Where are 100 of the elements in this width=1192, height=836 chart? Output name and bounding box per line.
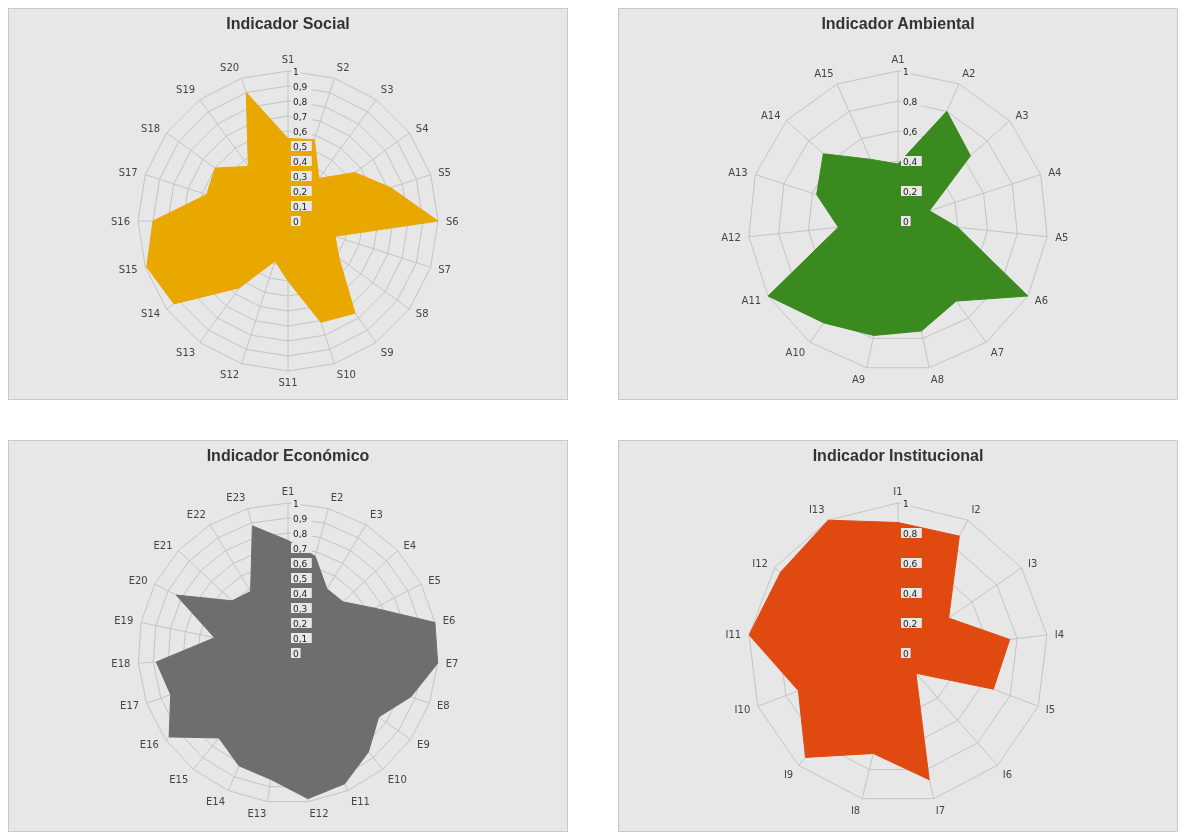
spoke-label: E17 <box>120 700 140 712</box>
chart-title: Indicador Económico <box>205 446 371 466</box>
spoke-label: S8 <box>415 308 429 320</box>
y-tick-label: 0,2 <box>903 186 918 197</box>
spoke-label: E8 <box>436 700 450 712</box>
spoke-label: S4 <box>415 122 429 134</box>
spoke-label: E5 <box>428 574 441 586</box>
spoke-label: E12 <box>309 807 329 819</box>
y-tick-label: 0 <box>293 216 299 227</box>
spoke-label: A12 <box>721 232 741 244</box>
spoke-label: I11 <box>725 628 742 640</box>
spoke-label: I2 <box>971 504 981 516</box>
spoke-label: I13 <box>808 504 825 516</box>
chart-title: Indicador Institucional <box>811 446 985 466</box>
spoke-label: E18 <box>111 658 131 670</box>
spoke-label: S1 <box>281 54 295 65</box>
spoke-label: I1 <box>893 486 903 497</box>
y-tick-label: 1 <box>903 498 909 509</box>
spoke-label: E21 <box>153 539 173 551</box>
spoke-label: E10 <box>387 773 407 785</box>
y-tick-label: 0,6 <box>903 126 918 137</box>
spoke-label: E4 <box>403 539 417 551</box>
spoke-label: S17 <box>118 166 138 178</box>
y-tick-label: 0,8 <box>293 96 308 107</box>
spoke-label: E6 <box>442 615 456 627</box>
spoke-label: A9 <box>851 373 866 385</box>
y-tick-label: 0,2 <box>903 618 918 629</box>
spoke-label: E1 <box>281 486 295 497</box>
y-tick-label: 0,2 <box>293 186 308 197</box>
spoke-label: A14 <box>761 109 781 121</box>
y-tick-label: 0,1 <box>293 633 308 644</box>
spoke-label: S5 <box>438 166 451 178</box>
spoke-label: A10 <box>785 346 806 358</box>
spoke-label: A5 <box>1055 232 1069 244</box>
spoke-label: S18 <box>141 122 161 134</box>
y-tick-label: 0 <box>903 648 909 659</box>
spoke-label: E23 <box>226 491 246 503</box>
spoke-label: A1 <box>891 54 905 65</box>
y-tick-label: 0,8 <box>293 528 308 539</box>
spoke-label: S15 <box>118 264 138 276</box>
spoke-label: I4 <box>1054 628 1065 640</box>
spoke-label: S12 <box>220 369 240 381</box>
spoke-label: A7 <box>990 346 1005 358</box>
spoke-label: E22 <box>186 509 206 520</box>
spoke-label: E2 <box>330 491 344 503</box>
y-tick-label: 0,3 <box>293 603 308 614</box>
spoke-label: A2 <box>962 67 976 79</box>
spoke-label: S9 <box>380 346 394 358</box>
y-tick-label: 0,8 <box>903 528 918 539</box>
y-tick-label: 0,4 <box>293 588 308 599</box>
y-tick-label: 1 <box>293 66 299 77</box>
spoke-label: I6 <box>1002 769 1013 781</box>
spoke-label: S2 <box>336 61 350 73</box>
y-tick-label: 0,5 <box>293 141 308 152</box>
y-tick-label: 0,4 <box>903 156 918 167</box>
spoke-label: S11 <box>278 377 298 389</box>
spoke-label: A15 <box>814 67 834 79</box>
spoke-label: I8 <box>850 804 861 816</box>
spoke-label: S20 <box>220 61 240 73</box>
chart-title: Indicador Social <box>225 14 351 34</box>
spoke-label: S14 <box>141 308 161 320</box>
spoke-label: I12 <box>752 557 768 569</box>
y-tick-label: 1 <box>293 498 299 509</box>
spoke-label: A13 <box>728 166 748 178</box>
y-tick-label: 0,1 <box>293 201 308 212</box>
spoke-label: A8 <box>930 373 945 385</box>
spoke-label: E14 <box>206 796 226 808</box>
spoke-label: A6 <box>1034 294 1049 306</box>
spoke-label: E16 <box>139 738 159 750</box>
spoke-label: E13 <box>247 807 267 819</box>
spoke-label: A3 <box>1015 109 1029 121</box>
spoke-label: I9 <box>783 769 794 781</box>
spoke-label: I3 <box>1028 557 1038 569</box>
y-tick-label: 0,8 <box>903 96 918 107</box>
y-tick-label: 0,3 <box>293 171 308 182</box>
spoke-label: E3 <box>370 509 383 520</box>
spoke-label: A11 <box>741 294 762 306</box>
y-tick-label: 0 <box>903 216 909 227</box>
spoke-label: I7 <box>935 804 946 816</box>
y-tick-label: 0,4 <box>903 588 918 599</box>
y-tick-label: 0,2 <box>293 618 308 629</box>
spoke-label: E7 <box>445 658 459 670</box>
spoke-label: A4 <box>1048 166 1062 178</box>
y-tick-label: 0,7 <box>293 543 308 554</box>
y-tick-label: 0,6 <box>903 558 918 569</box>
spoke-label: E19 <box>114 615 134 627</box>
spoke-label: S7 <box>438 264 451 276</box>
y-tick-label: 0,9 <box>293 513 308 524</box>
y-tick-label: 0,4 <box>293 156 308 167</box>
spoke-label: S6 <box>446 215 459 227</box>
spoke-label: S3 <box>380 84 394 96</box>
spoke-label: E20 <box>128 574 148 586</box>
y-tick-label: 0,7 <box>293 111 308 122</box>
spoke-label: S10 <box>336 369 356 381</box>
y-tick-label: 0,6 <box>293 558 308 569</box>
spoke-label: I10 <box>734 703 751 715</box>
spoke-label: S16 <box>110 215 130 227</box>
y-tick-label: 0,9 <box>293 81 308 92</box>
spoke-label: S19 <box>176 84 196 96</box>
spoke-label: E15 <box>169 773 189 785</box>
